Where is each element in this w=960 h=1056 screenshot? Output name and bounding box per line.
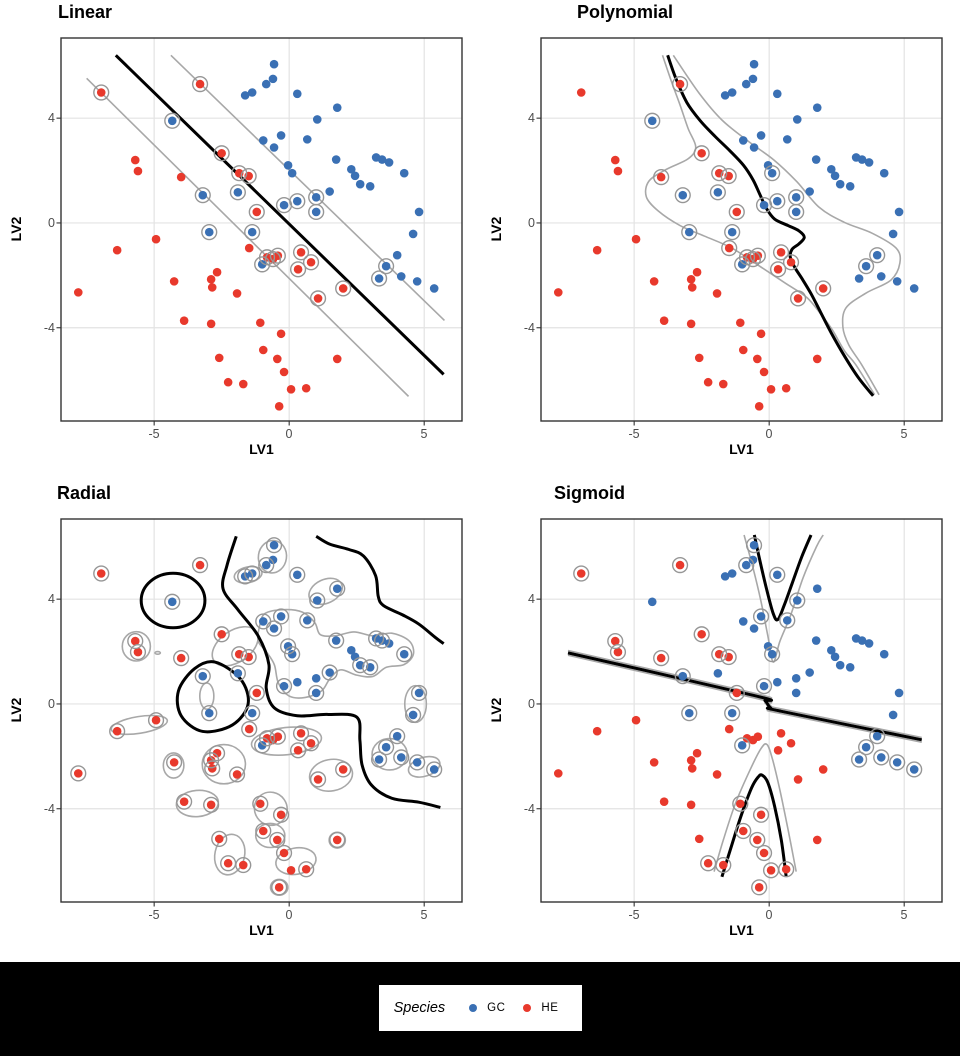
x-tick-label: -5 [628, 908, 640, 922]
y-tick-label: 0 [48, 697, 55, 711]
radial-plot-svg [56, 518, 463, 907]
panel-polynomial: Polynomial LV2 LV1 -5 0 5 4 0 -4 [480, 0, 960, 481]
facet-title-radial: Radial [57, 483, 112, 503]
polynomial-plot-svg [536, 37, 943, 426]
y-tick-label: -4 [43, 802, 55, 816]
linear-plot-svg [56, 37, 463, 426]
x-axis-title: LV1 [249, 922, 274, 938]
legend-title: Species [393, 1000, 446, 1016]
x-tick-label: 5 [420, 908, 428, 922]
x-tick-label: -5 [148, 908, 160, 922]
he-point-icon [523, 1004, 532, 1012]
y-tick-label: -4 [43, 321, 55, 335]
x-tick-label: 5 [420, 427, 428, 441]
y-tick-label: 4 [48, 592, 55, 606]
x-axis-title: LV1 [249, 441, 274, 457]
x-tick-label: 5 [900, 908, 908, 922]
y-tick-label: 4 [528, 111, 535, 125]
legend-band: Species GC HE [0, 962, 960, 1056]
legend-label-gc: GC [487, 1002, 506, 1014]
legend-label-he: HE [541, 1002, 559, 1014]
y-tick-label: 4 [48, 111, 55, 125]
legend-box: Species GC HE [379, 985, 582, 1031]
panel-sigmoid: Sigmoid LV2 LV1 -5 0 5 4 0 -4 [480, 481, 960, 962]
y-tick-label: -4 [523, 802, 535, 816]
facet-title-polynomial: Polynomial [577, 2, 674, 22]
y-tick-label: 0 [528, 216, 535, 230]
gc-point-icon [469, 1004, 478, 1012]
y-tick-label: -4 [523, 321, 535, 335]
y-tick-label: 0 [48, 216, 55, 230]
x-tick-label: -5 [628, 427, 640, 441]
y-tick-label: 4 [528, 592, 535, 606]
facet-title-sigmoid: Sigmoid [554, 483, 625, 503]
sigmoid-plot-svg [536, 518, 943, 907]
x-tick-label: 0 [285, 908, 293, 922]
facet-title-linear: Linear [58, 2, 113, 22]
x-tick-label: 5 [900, 427, 908, 441]
x-axis-title: LV1 [729, 922, 754, 938]
panel-radial: Radial LV2 LV1 -5 0 5 4 0 -4 [0, 481, 480, 962]
x-tick-label: 0 [765, 908, 773, 922]
x-tick-label: -5 [148, 427, 160, 441]
x-axis-title: LV1 [729, 441, 754, 457]
legend-key-gc: GC [469, 1002, 505, 1014]
y-tick-label: 0 [528, 697, 535, 711]
panel-linear: Linear LV2 LV1 -5 0 5 4 0 -4 [0, 0, 480, 481]
x-tick-label: 0 [765, 427, 773, 441]
legend-key-he: HE [523, 1002, 558, 1014]
x-tick-label: 0 [285, 427, 293, 441]
